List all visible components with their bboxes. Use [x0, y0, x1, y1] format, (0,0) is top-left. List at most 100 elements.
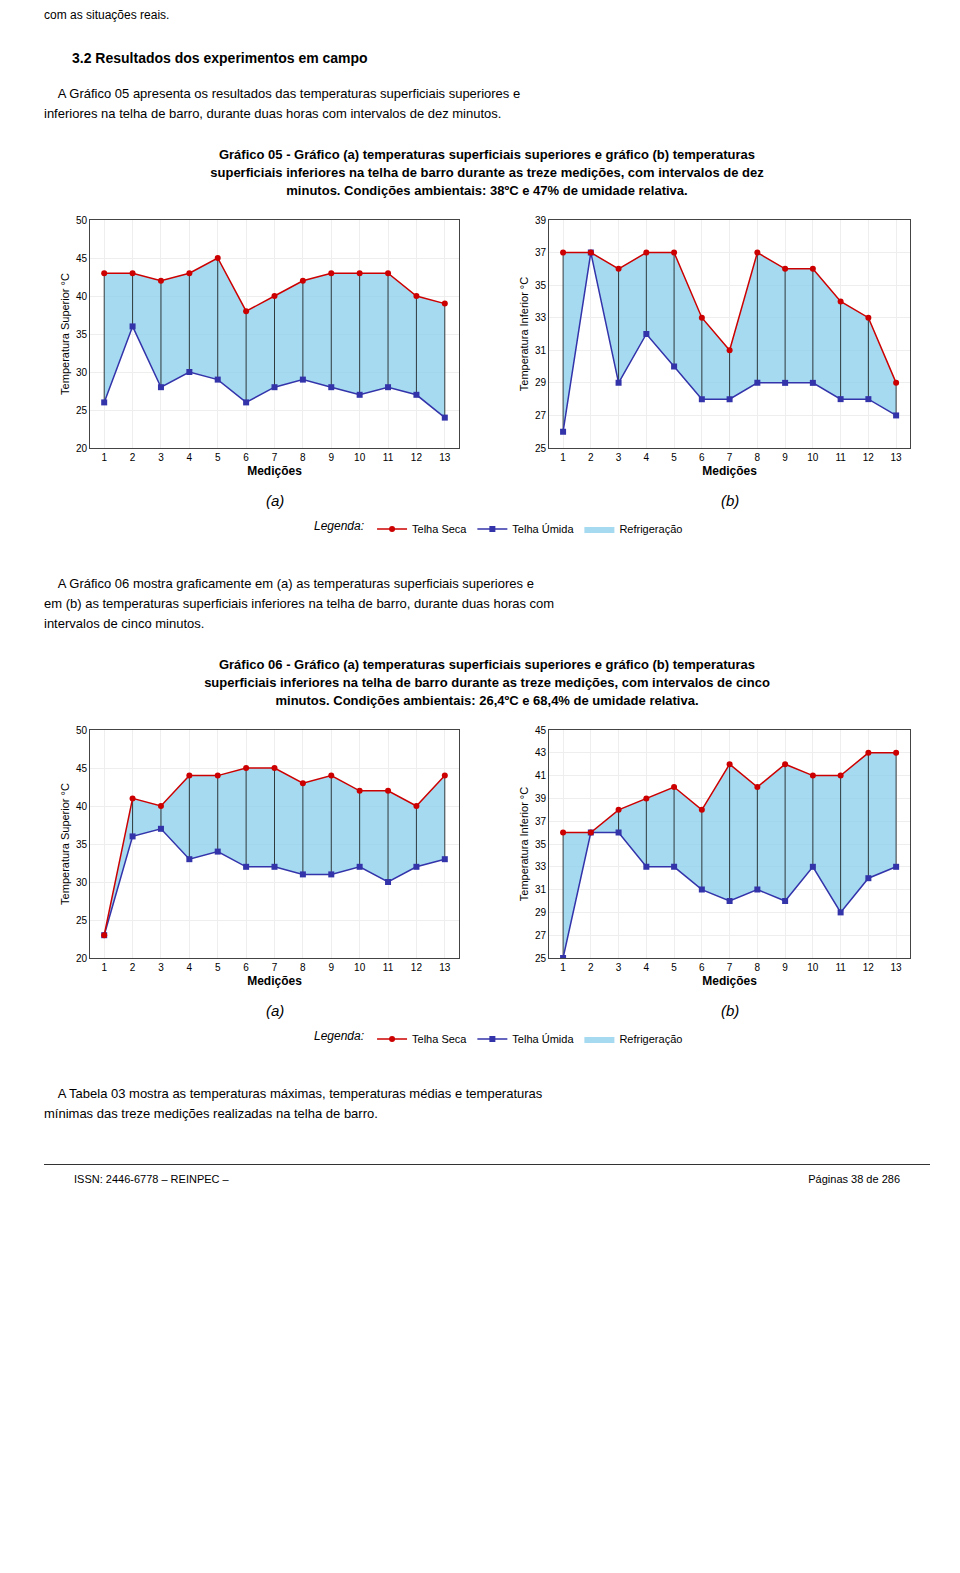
svg-text:3: 3 — [158, 452, 164, 463]
svg-text:11: 11 — [383, 962, 394, 973]
svg-text:8: 8 — [755, 452, 761, 463]
svg-text:11: 11 — [835, 452, 846, 463]
svg-text:7: 7 — [272, 452, 278, 463]
svg-text:33: 33 — [535, 861, 547, 872]
svg-text:1: 1 — [560, 962, 566, 973]
svg-text:5: 5 — [671, 962, 677, 973]
svg-text:7: 7 — [727, 452, 733, 463]
svg-text:(a): (a) — [266, 1002, 284, 1019]
svg-text:12: 12 — [411, 962, 423, 973]
svg-text:25: 25 — [76, 915, 88, 926]
svg-text:10: 10 — [807, 962, 819, 973]
svg-text:6: 6 — [243, 452, 249, 463]
svg-text:35: 35 — [76, 839, 88, 850]
svg-text:1: 1 — [101, 962, 107, 973]
svg-text:1: 1 — [101, 452, 107, 463]
svg-text:41: 41 — [535, 770, 547, 781]
svg-text:13: 13 — [439, 962, 451, 973]
svg-text:9: 9 — [328, 452, 334, 463]
svg-text:6: 6 — [699, 452, 705, 463]
svg-text:Telha Seca: Telha Seca — [412, 1033, 467, 1045]
svg-text:Telha Seca: Telha Seca — [412, 523, 467, 535]
svg-text:25: 25 — [535, 953, 547, 964]
svg-text:37: 37 — [535, 816, 547, 827]
svg-text:27: 27 — [535, 410, 547, 421]
svg-text:Temperatura Inferior °C: Temperatura Inferior °C — [518, 787, 530, 901]
svg-text:Legenda:: Legenda: — [314, 1029, 364, 1043]
svg-text:39: 39 — [535, 793, 547, 804]
svg-text:2: 2 — [130, 452, 136, 463]
svg-text:45: 45 — [535, 725, 547, 736]
svg-text:31: 31 — [535, 884, 547, 895]
svg-text:4: 4 — [644, 962, 650, 973]
svg-text:12: 12 — [863, 452, 875, 463]
svg-text:39: 39 — [535, 215, 547, 226]
svg-text:10: 10 — [807, 452, 819, 463]
svg-text:40: 40 — [76, 291, 88, 302]
svg-text:13: 13 — [891, 452, 903, 463]
svg-text:20: 20 — [76, 953, 88, 964]
svg-text:Medições: Medições — [702, 974, 757, 988]
svg-text:29: 29 — [535, 377, 547, 388]
svg-text:40: 40 — [76, 801, 88, 812]
svg-text:9: 9 — [328, 962, 334, 973]
svg-text:35: 35 — [76, 329, 88, 340]
svg-text:9: 9 — [782, 962, 788, 973]
svg-text:25: 25 — [535, 443, 547, 454]
svg-text:43: 43 — [535, 747, 547, 758]
svg-text:Medições: Medições — [247, 974, 302, 988]
svg-text:3: 3 — [158, 962, 164, 973]
svg-text:10: 10 — [354, 452, 366, 463]
svg-text:4: 4 — [644, 452, 650, 463]
svg-text:1: 1 — [560, 452, 566, 463]
svg-text:31: 31 — [535, 345, 547, 356]
svg-text:11: 11 — [383, 452, 394, 463]
svg-text:13: 13 — [891, 962, 903, 973]
svg-text:4: 4 — [187, 962, 193, 973]
svg-text:Temperatura Superior °C: Temperatura Superior °C — [59, 273, 71, 395]
svg-text:3: 3 — [616, 962, 622, 973]
svg-text:Telha Úmida: Telha Úmida — [512, 523, 574, 535]
svg-text:29: 29 — [535, 907, 547, 918]
svg-text:Refrigeração: Refrigeração — [619, 1033, 682, 1045]
svg-text:12: 12 — [863, 962, 875, 973]
svg-text:37: 37 — [535, 247, 547, 258]
svg-text:27: 27 — [535, 930, 547, 941]
svg-text:8: 8 — [755, 962, 761, 973]
svg-text:50: 50 — [76, 725, 88, 736]
svg-text:8: 8 — [300, 962, 306, 973]
svg-text:Legenda:: Legenda: — [314, 519, 364, 533]
svg-text:Medições: Medições — [702, 464, 757, 478]
svg-text:35: 35 — [535, 280, 547, 291]
svg-text:9: 9 — [782, 452, 788, 463]
svg-text:20: 20 — [76, 443, 88, 454]
svg-text:12: 12 — [411, 452, 423, 463]
svg-text:5: 5 — [671, 452, 677, 463]
svg-text:(b): (b) — [721, 492, 739, 509]
svg-text:2: 2 — [588, 452, 594, 463]
svg-text:4: 4 — [187, 452, 193, 463]
svg-text:8: 8 — [300, 452, 306, 463]
svg-text:6: 6 — [243, 962, 249, 973]
svg-text:45: 45 — [76, 253, 88, 264]
svg-text:33: 33 — [535, 312, 547, 323]
svg-text:Temperatura Superior °C: Temperatura Superior °C — [59, 783, 71, 905]
svg-text:13: 13 — [439, 452, 451, 463]
svg-text:25: 25 — [76, 405, 88, 416]
svg-text:Refrigeração: Refrigeração — [619, 523, 682, 535]
svg-text:50: 50 — [76, 215, 88, 226]
svg-text:6: 6 — [699, 962, 705, 973]
svg-text:30: 30 — [76, 877, 88, 888]
svg-text:45: 45 — [76, 763, 88, 774]
svg-text:10: 10 — [354, 962, 366, 973]
svg-text:Telha Úmida: Telha Úmida — [512, 1033, 574, 1045]
svg-text:Temperatura Inferior °C: Temperatura Inferior °C — [518, 277, 530, 391]
svg-text:30: 30 — [76, 367, 88, 378]
svg-text:5: 5 — [215, 962, 221, 973]
svg-text:7: 7 — [272, 962, 278, 973]
svg-text:(a): (a) — [266, 492, 284, 509]
svg-text:3: 3 — [616, 452, 622, 463]
svg-text:(b): (b) — [721, 1002, 739, 1019]
svg-text:2: 2 — [588, 962, 594, 973]
svg-text:11: 11 — [835, 962, 846, 973]
